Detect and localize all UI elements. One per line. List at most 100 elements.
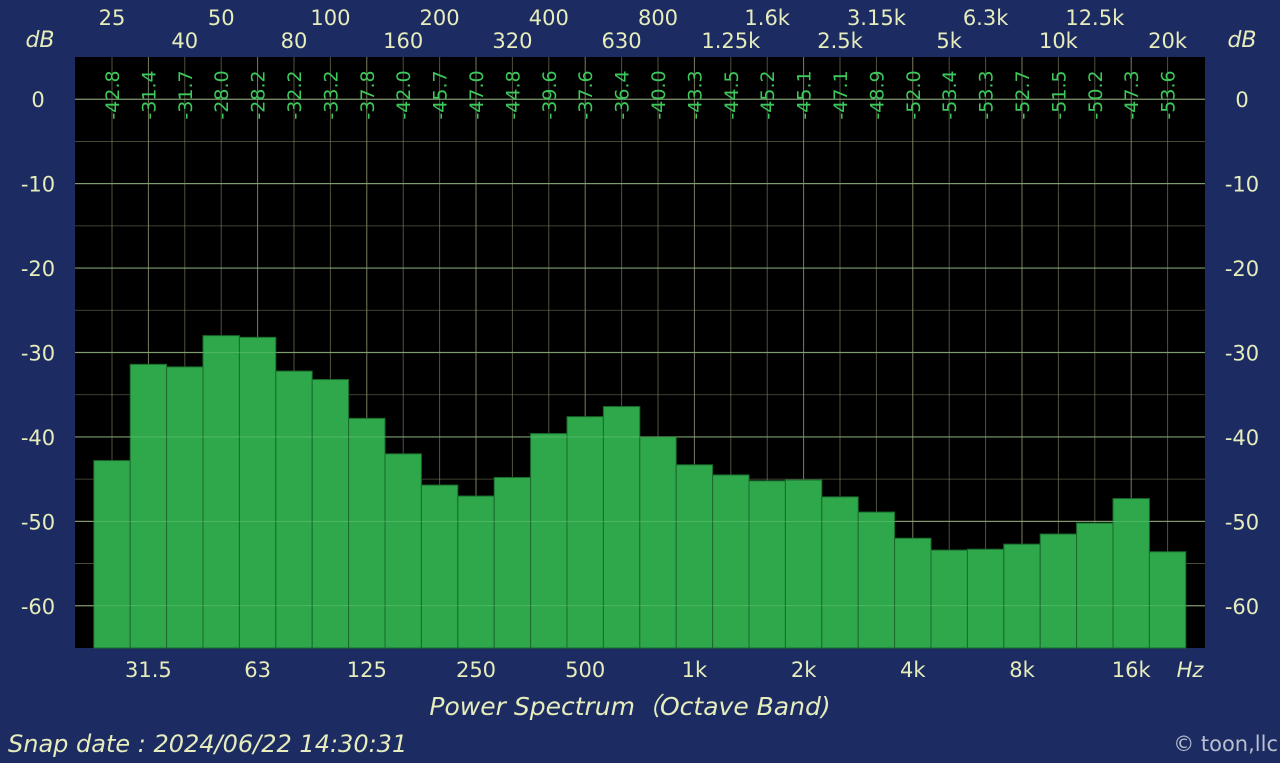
x-tick-label-top: 12.5k bbox=[1065, 6, 1125, 30]
data-label: -48.9 bbox=[866, 70, 888, 119]
data-label: -42.0 bbox=[393, 70, 415, 119]
bar-320 bbox=[493, 476, 532, 649]
y-tick-label-right: -40 bbox=[1225, 426, 1259, 450]
x-tick-label-top: 630 bbox=[602, 29, 642, 53]
data-label: -37.6 bbox=[575, 70, 597, 119]
x-tick-label-top: 2.5k bbox=[817, 29, 863, 53]
data-label: -44.8 bbox=[502, 70, 524, 119]
bar-31.5 bbox=[129, 363, 168, 649]
data-label: -44.5 bbox=[721, 70, 743, 119]
y-tick-label-left: -10 bbox=[21, 173, 55, 197]
bar-3.15k bbox=[857, 511, 896, 649]
bars bbox=[75, 98, 1205, 649]
x-tick-label-bottom: 125 bbox=[347, 658, 387, 682]
bar-6.3k bbox=[966, 548, 1005, 649]
data-label: -45.2 bbox=[757, 70, 779, 119]
x-tick-label-top: 25 bbox=[99, 6, 126, 30]
y-axis-label-right: dB bbox=[1227, 28, 1256, 53]
x-tick-label-top: 320 bbox=[492, 29, 532, 53]
bar-10k bbox=[1039, 533, 1078, 649]
y-tick-label-left: -20 bbox=[21, 257, 55, 281]
bar-80 bbox=[275, 370, 313, 649]
bar-160 bbox=[384, 453, 422, 649]
x-tick-label-top: 5k bbox=[936, 29, 962, 53]
data-label: -33.2 bbox=[320, 70, 342, 119]
x-tick-label-bottom: 31.5 bbox=[125, 658, 172, 682]
y-tick-label-right: -60 bbox=[1225, 595, 1259, 619]
data-label: -50.2 bbox=[1085, 70, 1107, 119]
x-axis-unit: Hz bbox=[1177, 658, 1205, 682]
bar-800 bbox=[639, 436, 677, 649]
bar-2.5k bbox=[821, 496, 859, 649]
bar-25 bbox=[93, 460, 131, 649]
data-label: -53.3 bbox=[976, 70, 998, 119]
data-label: -42.8 bbox=[102, 70, 124, 119]
y-tick-label-left: -50 bbox=[21, 510, 55, 534]
y-tick-label-right: -20 bbox=[1225, 257, 1259, 281]
bar-1k bbox=[675, 464, 714, 649]
x-tick-label-bottom: 2k bbox=[791, 658, 817, 682]
bar-20k bbox=[1148, 551, 1187, 649]
bar-1.6k bbox=[748, 480, 786, 649]
x-tick-label-top: 160 bbox=[383, 29, 423, 53]
bar-630 bbox=[602, 406, 641, 649]
data-label: -28.0 bbox=[211, 70, 233, 119]
x-tick-label-bottom: 4k bbox=[900, 658, 926, 682]
bar-40 bbox=[166, 366, 204, 649]
y-tick-label-right: 0 bbox=[1235, 88, 1248, 112]
data-label: -32.2 bbox=[284, 70, 306, 119]
data-label: -40.0 bbox=[648, 70, 670, 119]
bar-8k bbox=[1003, 543, 1041, 649]
y-tick-label-right: -10 bbox=[1225, 173, 1259, 197]
tick-labels: 0 0 -10 -10 -20 -20 -30 -30 -40 -40 -50 -50 -60 -60 25… bbox=[21, 6, 1259, 682]
x-tick-label-top: 10k bbox=[1039, 29, 1079, 53]
x-tick-label-bottom: 16k bbox=[1112, 658, 1152, 682]
x-tick-label-top: 1.6k bbox=[744, 6, 790, 30]
y-tick-label-left: -30 bbox=[21, 342, 55, 366]
bar-63 bbox=[238, 336, 277, 649]
data-label: -36.4 bbox=[612, 70, 634, 119]
bar-12.5k bbox=[1076, 522, 1114, 649]
x-tick-label-bottom: 500 bbox=[565, 658, 605, 682]
x-tick-label-top: 50 bbox=[208, 6, 235, 30]
y-tick-label-left: -40 bbox=[21, 426, 55, 450]
bar-50 bbox=[202, 335, 240, 649]
data-label: -53.6 bbox=[1158, 70, 1180, 119]
data-label: -45.1 bbox=[794, 70, 816, 119]
x-tick-label-top: 80 bbox=[281, 29, 308, 53]
data-label: -31.7 bbox=[175, 70, 197, 119]
x-tick-label-top: 100 bbox=[310, 6, 350, 30]
x-tick-label-top: 200 bbox=[420, 6, 460, 30]
x-tick-label-bottom: 1k bbox=[682, 658, 708, 682]
x-tick-label-top: 40 bbox=[171, 29, 198, 53]
bar-2k bbox=[784, 479, 823, 649]
data-label: -53.4 bbox=[939, 70, 961, 119]
y-tick-label-left: 0 bbox=[31, 88, 44, 112]
data-label: -39.6 bbox=[539, 70, 561, 119]
data-label: -51.5 bbox=[1048, 70, 1070, 119]
y-tick-label-right: -30 bbox=[1225, 342, 1259, 366]
bar-400 bbox=[530, 433, 568, 649]
bar-250 bbox=[457, 495, 495, 649]
data-label: -47.3 bbox=[1121, 70, 1143, 119]
data-label: -28.2 bbox=[248, 70, 270, 119]
x-tick-label-bottom: 250 bbox=[456, 658, 496, 682]
bar-100 bbox=[311, 379, 350, 649]
x-tick-label-top: 800 bbox=[638, 6, 678, 30]
x-tick-label-top: 20k bbox=[1148, 29, 1188, 53]
data-label: -52.7 bbox=[1012, 70, 1034, 119]
data-label: -31.4 bbox=[138, 70, 160, 119]
x-tick-label-top: 1.25k bbox=[701, 29, 761, 53]
y-axis-label-left: dB bbox=[25, 28, 54, 53]
bar-1.25k bbox=[712, 474, 750, 649]
bar-4k bbox=[894, 537, 932, 649]
data-label: -47.0 bbox=[466, 70, 488, 119]
copyright: © toon,llc bbox=[1173, 732, 1278, 756]
x-tick-label-top: 3.15k bbox=[847, 6, 907, 30]
snap-date: Snap date : 2024/06/22 14:30:31 bbox=[8, 730, 408, 758]
x-tick-label-bottom: 63 bbox=[244, 658, 271, 682]
data-label: -45.7 bbox=[430, 70, 452, 119]
bar-5k bbox=[930, 549, 968, 649]
bar-125 bbox=[348, 417, 386, 649]
